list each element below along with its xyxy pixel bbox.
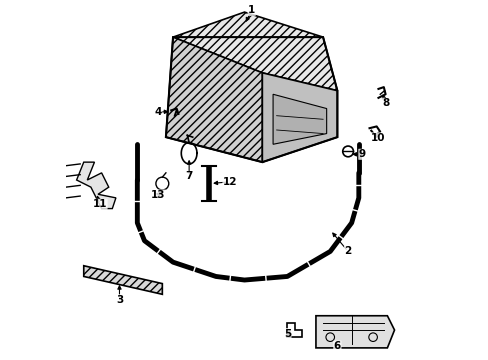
- Text: 7: 7: [185, 171, 192, 181]
- Polygon shape: [77, 162, 116, 208]
- Polygon shape: [165, 37, 262, 162]
- Text: 8: 8: [381, 98, 388, 108]
- Text: 12: 12: [223, 177, 237, 187]
- Text: 13: 13: [150, 190, 165, 200]
- Polygon shape: [272, 94, 326, 144]
- Text: 11: 11: [92, 199, 107, 209]
- Text: 4: 4: [154, 107, 162, 117]
- Text: 6: 6: [333, 341, 340, 351]
- Polygon shape: [83, 266, 162, 294]
- Text: 10: 10: [370, 133, 385, 143]
- Text: 1: 1: [247, 5, 255, 15]
- Text: 5: 5: [283, 329, 290, 339]
- Text: 2: 2: [344, 247, 351, 256]
- Text: 3: 3: [116, 295, 123, 305]
- Polygon shape: [315, 316, 394, 348]
- Polygon shape: [173, 12, 337, 91]
- Text: 9: 9: [358, 149, 365, 159]
- Polygon shape: [262, 73, 337, 162]
